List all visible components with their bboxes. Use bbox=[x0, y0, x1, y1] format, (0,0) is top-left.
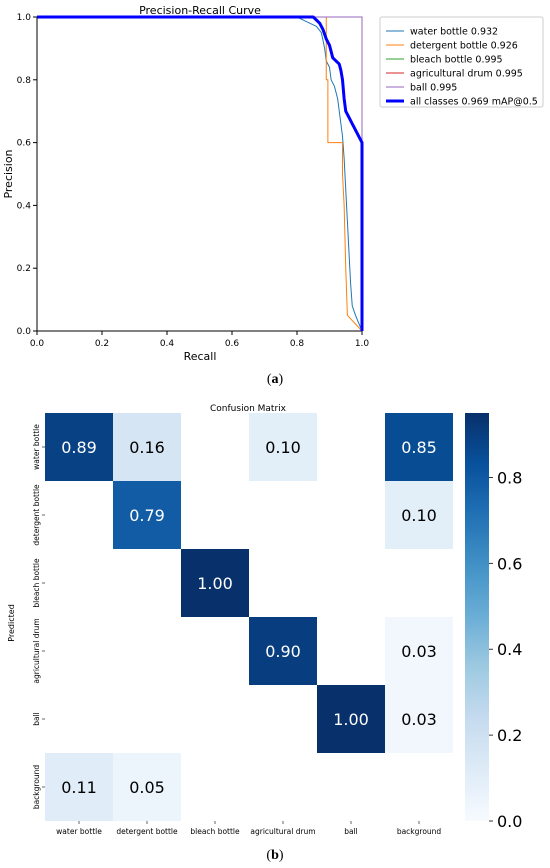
cm-colorbar-tick-label: 0.6 bbox=[497, 554, 522, 573]
caption-a-open: ( bbox=[266, 372, 272, 387]
cm-row-label: bleach bottle bbox=[32, 558, 41, 608]
pr-legend: water bottle 0.932 detergent bottle 0.926… bbox=[379, 16, 544, 108]
cm-cell-value: 0.10 bbox=[401, 506, 437, 525]
caption-a: (a) bbox=[0, 372, 550, 388]
cm-colorbar bbox=[465, 413, 489, 821]
cm-cell bbox=[249, 413, 317, 481]
caption-b-open: ( bbox=[266, 848, 272, 863]
caption-a-letter: a bbox=[271, 372, 279, 387]
cm-cell bbox=[317, 685, 385, 753]
cm-row-label: agricultural drum bbox=[32, 618, 41, 683]
pr-legend-label-1: detergent bottle 0.926 bbox=[410, 41, 518, 52]
cm-cell bbox=[113, 413, 181, 481]
pr-x-axis-label: Recall bbox=[184, 350, 217, 363]
cm-row-labels: water bottle detergent bottle bleach bottl… bbox=[32, 424, 45, 809]
cm-cell-value: 0.11 bbox=[61, 778, 97, 797]
cm-cell-value: 1.00 bbox=[333, 710, 369, 729]
pr-series-line-3 bbox=[37, 16, 363, 331]
pr-series-line-4 bbox=[37, 16, 363, 331]
cm-cell-value: 0.79 bbox=[129, 506, 165, 525]
cm-col-labels: water bottle detergent bottle bleach bottl… bbox=[56, 821, 441, 836]
pr-x-tick-label: 0.8 bbox=[290, 339, 305, 349]
pr-y-tick-label: 0.4 bbox=[17, 201, 32, 211]
pr-y-tick-label: 0.0 bbox=[17, 327, 32, 337]
cm-cells: 0.89 0.16 0.10 0.85 0.79 0.10 1.00 0.90 0.03 1.00… bbox=[45, 413, 453, 821]
cm-cell bbox=[113, 481, 181, 549]
cm-cell bbox=[385, 481, 453, 549]
cm-cell-value: 0.90 bbox=[265, 642, 301, 661]
pr-legend-label-4: ball 0.995 bbox=[410, 83, 457, 94]
cm-cell-value: 0.16 bbox=[129, 438, 165, 457]
cm-col-label: detergent bottle bbox=[116, 827, 178, 836]
cm-col-label: agricultural drum bbox=[250, 827, 315, 836]
cm-cell-value: 0.05 bbox=[129, 778, 165, 797]
cm-cell-value: 0.03 bbox=[401, 642, 437, 661]
cm-colorbar-tick-label: 0.2 bbox=[497, 726, 522, 745]
pr-series-lines bbox=[37, 15, 364, 332]
pr-y-tick-label: 0.2 bbox=[17, 264, 31, 274]
pr-legend-box bbox=[379, 16, 544, 108]
cm-colorbar-ticks: 0.0 0.2 0.4 0.6 0.8 bbox=[489, 468, 522, 831]
cm-cell bbox=[45, 413, 113, 481]
pr-series-line-5 bbox=[37, 15, 364, 331]
pr-legend-label-5: all classes 0.969 mAP@0.5 bbox=[410, 97, 538, 108]
pr-y-tick-label: 0.8 bbox=[17, 76, 32, 86]
cm-colorbar-tick-label: 0.4 bbox=[497, 640, 522, 659]
pr-y-tick-label: 0.6 bbox=[17, 139, 32, 149]
cm-cell bbox=[45, 753, 113, 821]
cm-colorbar-tick-label: 0.8 bbox=[497, 468, 522, 487]
precision-recall-chart: Precision-Recall Curve 0.0 0.2 0.4 0.6 0.8 1.… bbox=[2, 4, 544, 363]
cm-col-label: bleach bottle bbox=[190, 827, 240, 836]
pr-title: Precision-Recall Curve bbox=[139, 4, 261, 17]
pr-y-tick-label: 1.0 bbox=[17, 13, 32, 23]
cm-colorbar-tick-label: 0.0 bbox=[497, 812, 522, 831]
caption-b-close: ) bbox=[278, 848, 284, 863]
cm-cell bbox=[385, 617, 453, 685]
pr-legend-label-2: bleach bottle 0.995 bbox=[410, 55, 503, 66]
pr-x-tick-label: 0.2 bbox=[95, 339, 109, 349]
caption-b-letter: b bbox=[271, 848, 279, 863]
pr-x-tick-label: 0.0 bbox=[30, 339, 45, 349]
cm-cell bbox=[385, 685, 453, 753]
pr-x-tick-label: 1.0 bbox=[355, 339, 370, 349]
cm-cell-value: 0.10 bbox=[265, 438, 301, 457]
cm-cell-value: 0.89 bbox=[61, 438, 97, 457]
cm-y-axis-label: Predicted bbox=[7, 604, 16, 642]
pr-x-tick-label: 0.6 bbox=[225, 339, 240, 349]
cm-row-label: background bbox=[32, 765, 41, 810]
cm-cell-value: 0.85 bbox=[401, 438, 437, 457]
cm-col-label: background bbox=[397, 827, 442, 836]
cm-cell bbox=[113, 753, 181, 821]
pr-legend-label-3: agricultural drum 0.995 bbox=[410, 69, 523, 80]
cm-cell-value: 1.00 bbox=[197, 574, 233, 593]
cm-cell-value: 0.03 bbox=[401, 710, 437, 729]
cm-row-label: ball bbox=[32, 712, 41, 726]
caption-a-close: ) bbox=[278, 372, 284, 387]
cm-row-label: detergent bottle bbox=[32, 484, 41, 546]
pr-y-axis-label: Precision bbox=[2, 149, 15, 198]
pr-plot-frame bbox=[36, 16, 363, 332]
caption-b: (b) bbox=[0, 848, 550, 864]
confusion-matrix-chart: Confusion Matrix Predicted 0.89 0.16 0.10 0… bbox=[7, 404, 522, 836]
cm-title: Confusion Matrix bbox=[210, 404, 287, 414]
cm-row-label: water bottle bbox=[32, 424, 41, 470]
pr-x-tick-label: 0.4 bbox=[160, 339, 175, 349]
pr-series-line-0 bbox=[37, 16, 363, 332]
cm-cell bbox=[249, 617, 317, 685]
pr-axis-ticks: 0.0 0.2 0.4 0.6 0.8 1.0 0.0 0.2 0.4 0.6 0.8 1.0 bbox=[17, 13, 370, 349]
pr-legend-label-0: water bottle 0.932 bbox=[410, 27, 498, 38]
pr-series-line-1 bbox=[37, 16, 363, 332]
pr-series-line-2 bbox=[37, 16, 363, 331]
cm-col-label: ball bbox=[344, 827, 358, 836]
cm-col-label: water bottle bbox=[56, 827, 102, 836]
cm-cell bbox=[385, 413, 453, 481]
cm-cell bbox=[181, 549, 249, 617]
